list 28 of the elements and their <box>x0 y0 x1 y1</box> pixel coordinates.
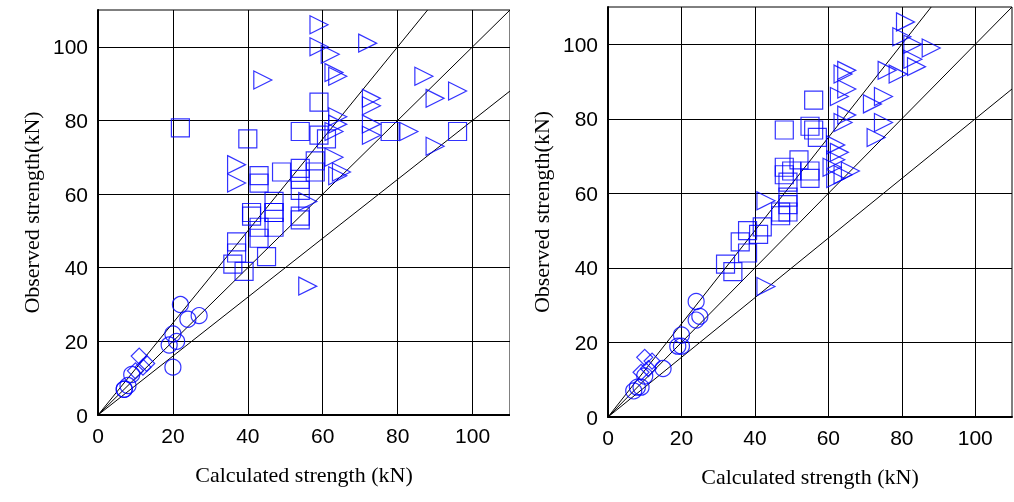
y-tick-label: 80 <box>574 107 598 131</box>
x-tick-label: 0 <box>602 426 614 449</box>
x-axis-title: Calculated strength (kN) <box>195 461 413 487</box>
x-tick-label: 80 <box>385 424 410 447</box>
y-tick-label: 60 <box>574 181 598 205</box>
x-axis-title: Calculated strength (kN) <box>701 463 919 489</box>
y-tick-label: 0 <box>76 403 88 427</box>
x-tick-label: 40 <box>743 426 767 449</box>
x-tick-label: 60 <box>816 426 841 449</box>
x-tick-label: 60 <box>311 424 335 447</box>
x-tick-label: 100 <box>455 424 491 447</box>
y-axis-title: Observed strength(kN) <box>528 110 554 314</box>
x-tick-label: 20 <box>161 424 185 447</box>
y-tick-label: 40 <box>64 256 88 280</box>
y-tick-label: 100 <box>562 32 598 56</box>
y-axis-title: Observed strength(kN) <box>18 111 44 314</box>
x-tick-label: 0 <box>92 424 104 447</box>
y-tick-label: 60 <box>64 182 88 206</box>
x-tick-label: 20 <box>669 426 694 449</box>
x-tick-label: 80 <box>890 426 914 449</box>
y-tick-label: 40 <box>574 256 598 280</box>
y-tick-label: 20 <box>64 329 88 353</box>
y-tick-label: 80 <box>64 108 88 132</box>
y-tick-label: 20 <box>574 330 598 354</box>
y-tick-label: 100 <box>52 35 88 59</box>
x-tick-label: 40 <box>236 424 260 447</box>
x-tick-label: 100 <box>957 426 993 449</box>
y-tick-label: 0 <box>586 405 598 429</box>
